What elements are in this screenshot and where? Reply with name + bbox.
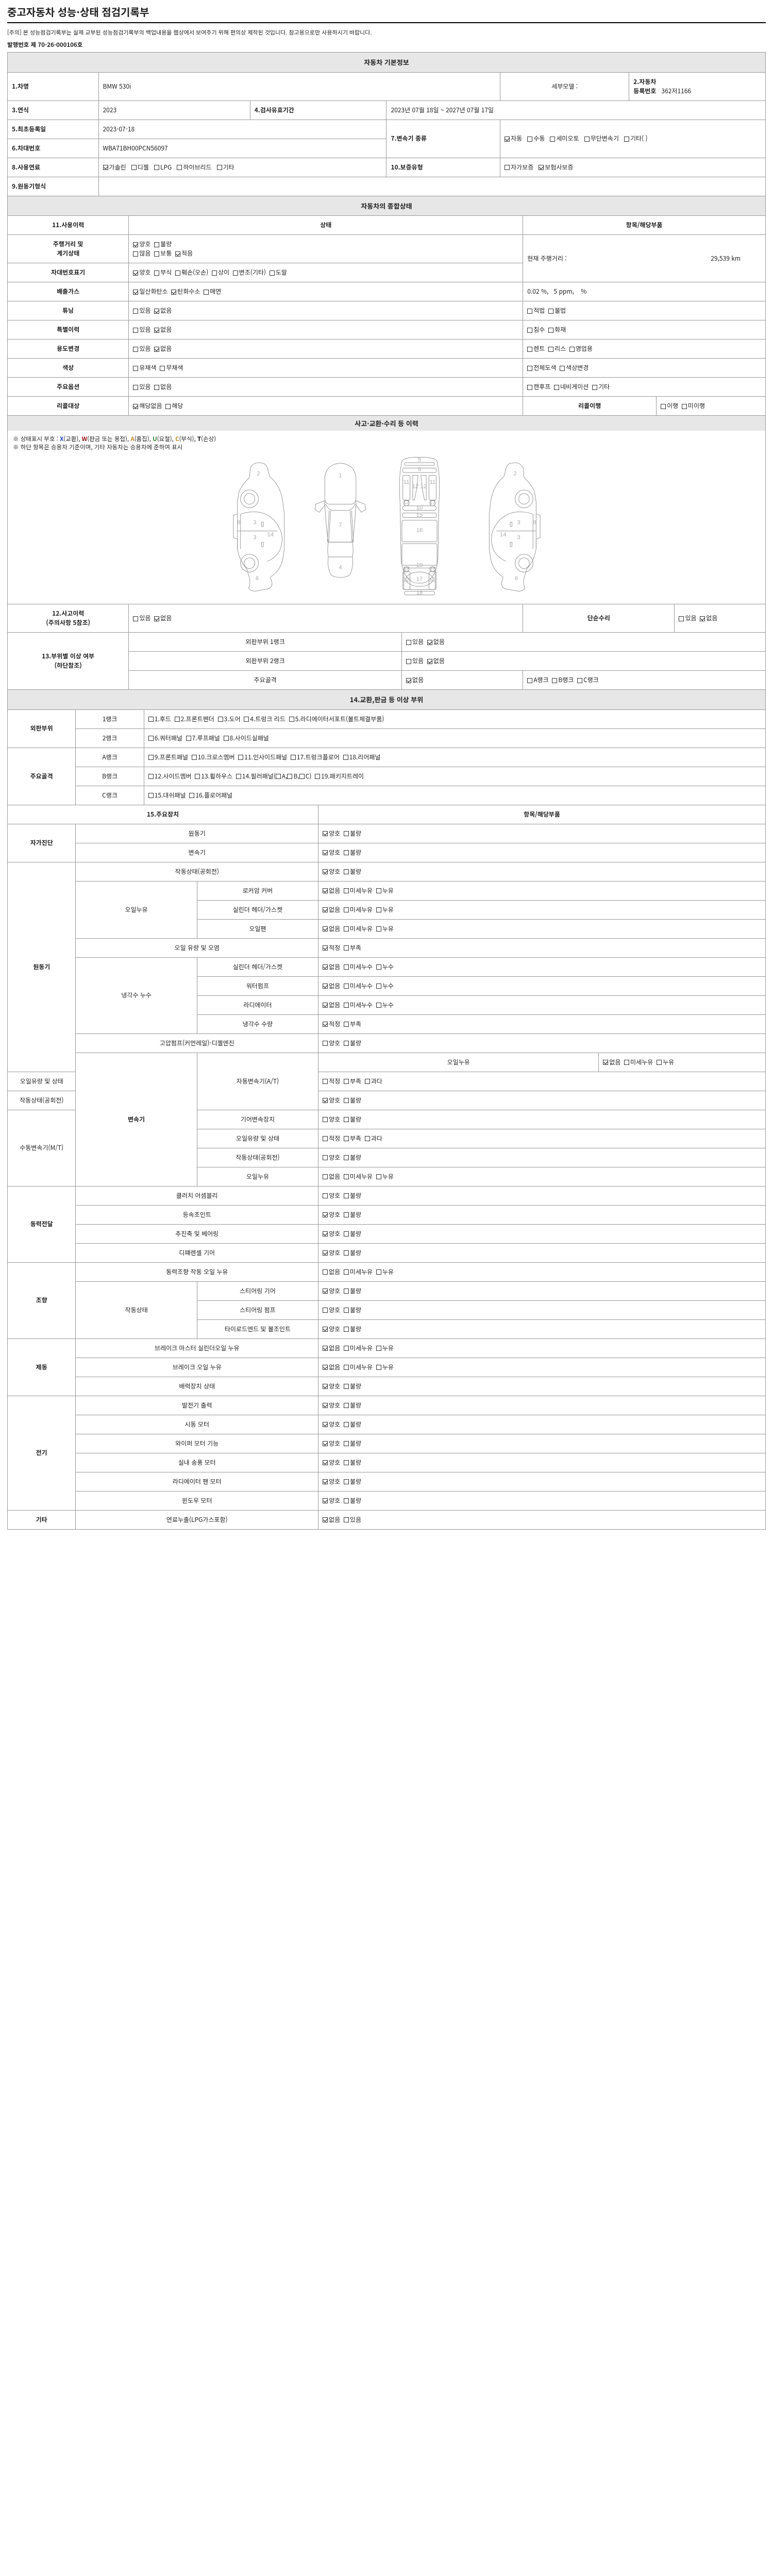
svg-text:14: 14 xyxy=(499,532,506,538)
svg-text:12: 12 xyxy=(412,484,418,490)
svg-text:4: 4 xyxy=(339,564,342,570)
svg-text:2: 2 xyxy=(513,470,516,477)
svg-text:13: 13 xyxy=(403,566,410,572)
svg-text:13: 13 xyxy=(403,499,410,505)
svg-text:18: 18 xyxy=(416,590,423,596)
svg-text:9: 9 xyxy=(417,467,421,473)
svg-text:7: 7 xyxy=(339,522,342,528)
svg-text:16: 16 xyxy=(416,527,423,533)
svg-text:8: 8 xyxy=(533,520,536,526)
svg-text:13: 13 xyxy=(429,499,436,505)
svg-text:3: 3 xyxy=(253,520,256,526)
svg-text:13: 13 xyxy=(429,566,436,572)
svg-text:17: 17 xyxy=(416,576,423,582)
svg-text:6: 6 xyxy=(255,575,258,582)
svg-text:12: 12 xyxy=(403,577,410,583)
svg-text:12: 12 xyxy=(420,484,427,490)
svg-text:14: 14 xyxy=(267,532,274,538)
svg-text:6: 6 xyxy=(515,575,518,582)
svg-text:11: 11 xyxy=(403,479,409,485)
svg-text:10: 10 xyxy=(416,505,423,511)
svg-text:3: 3 xyxy=(517,520,520,526)
svg-text:12: 12 xyxy=(429,577,436,583)
svg-text:3: 3 xyxy=(517,534,520,540)
svg-text:3: 3 xyxy=(253,534,256,540)
svg-text:15: 15 xyxy=(416,512,423,518)
svg-text:11: 11 xyxy=(429,479,435,485)
svg-text:2: 2 xyxy=(257,470,260,477)
svg-text:1: 1 xyxy=(339,473,342,479)
svg-text:5: 5 xyxy=(417,457,421,463)
svg-text:19: 19 xyxy=(416,563,423,569)
svg-text:8: 8 xyxy=(237,520,240,526)
